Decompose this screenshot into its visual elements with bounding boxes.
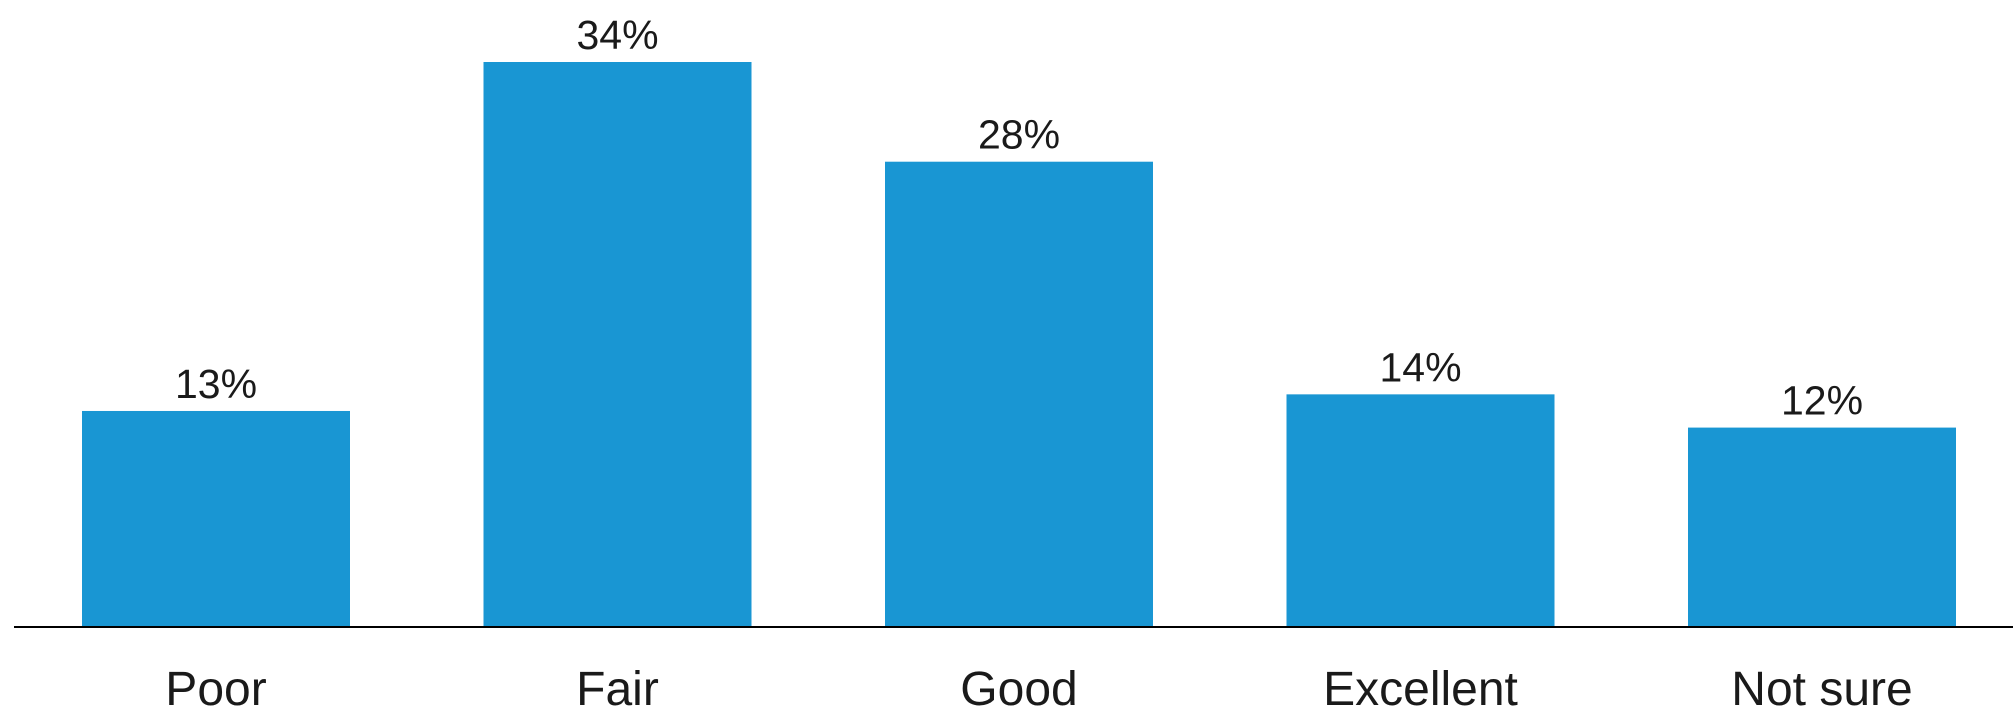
bar-fair <box>483 62 752 627</box>
data-label-poor: 13% <box>175 361 257 407</box>
data-label-good: 28% <box>978 112 1060 158</box>
x-tick-labels-group: Poor Fair Good Excellent Not sure <box>165 663 1912 711</box>
x-tick-label-fair: Fair <box>576 663 659 711</box>
bar-poor <box>82 410 350 627</box>
data-label-excellent: 14% <box>1379 344 1461 390</box>
bars-group <box>82 62 1956 628</box>
data-label-fair: 34% <box>576 12 658 58</box>
x-tick-label-not-sure: Not sure <box>1731 663 1912 711</box>
x-tick-label-poor: Poor <box>165 663 266 711</box>
bar-not-sure <box>1688 427 1956 627</box>
data-label-not-sure: 12% <box>1781 378 1863 424</box>
value-labels-group: 13% 34% 28% 14% 12% <box>175 12 1863 424</box>
x-tick-label-excellent: Excellent <box>1323 663 1518 711</box>
x-tick-label-good: Good <box>960 663 1077 711</box>
bar-excellent <box>1286 394 1555 627</box>
bar-good <box>885 161 1153 628</box>
